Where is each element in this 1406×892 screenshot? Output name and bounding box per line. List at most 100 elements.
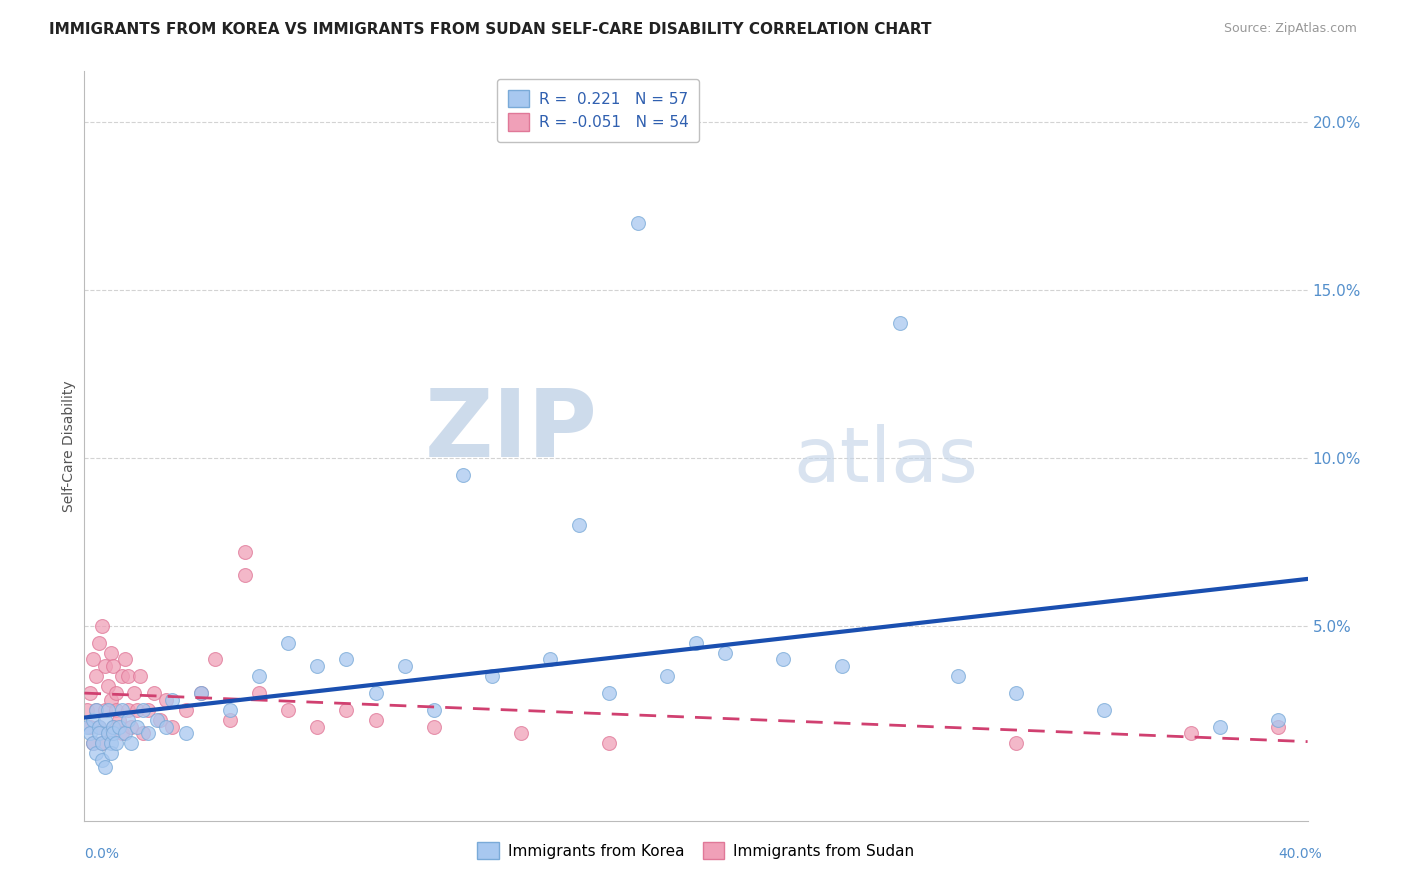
Point xyxy=(131,703,153,717)
Point xyxy=(598,736,620,750)
Point xyxy=(97,679,120,693)
Text: ZIP: ZIP xyxy=(425,385,598,477)
Point xyxy=(117,703,139,717)
Text: 40.0%: 40.0% xyxy=(1278,847,1322,861)
Point xyxy=(117,713,139,727)
Point xyxy=(90,736,112,750)
Point xyxy=(277,703,299,717)
Point xyxy=(481,669,503,683)
Point xyxy=(219,713,242,727)
Point xyxy=(233,545,256,559)
Point xyxy=(120,720,142,734)
Point xyxy=(76,720,98,734)
Point xyxy=(93,703,115,717)
Point xyxy=(90,736,112,750)
Point xyxy=(79,720,101,734)
Point xyxy=(247,686,270,700)
Point xyxy=(76,703,98,717)
Point xyxy=(655,669,678,683)
Point xyxy=(105,736,128,750)
Point xyxy=(82,736,104,750)
Point xyxy=(423,720,446,734)
Point xyxy=(138,726,160,740)
Point xyxy=(204,652,226,666)
Point xyxy=(79,726,101,740)
Point xyxy=(93,659,115,673)
Point xyxy=(160,692,183,706)
Text: 0.0%: 0.0% xyxy=(84,847,120,861)
Point xyxy=(160,720,183,734)
Point xyxy=(190,686,212,700)
Text: IMMIGRANTS FROM KOREA VS IMMIGRANTS FROM SUDAN SELF-CARE DISABILITY CORRELATION : IMMIGRANTS FROM KOREA VS IMMIGRANTS FROM… xyxy=(49,22,932,37)
Point xyxy=(1180,726,1202,740)
Point xyxy=(103,720,125,734)
Point xyxy=(105,703,128,717)
Point xyxy=(143,686,166,700)
Point xyxy=(451,467,474,482)
Point xyxy=(138,703,160,717)
Point xyxy=(714,646,737,660)
Point xyxy=(93,713,115,727)
Point xyxy=(103,659,125,673)
Point xyxy=(82,652,104,666)
Point xyxy=(394,659,416,673)
Point xyxy=(423,703,446,717)
Point xyxy=(510,726,533,740)
Point xyxy=(889,317,911,331)
Point xyxy=(155,720,177,734)
Point xyxy=(1267,720,1289,734)
Point xyxy=(103,720,125,734)
Point xyxy=(685,635,707,649)
Point xyxy=(93,760,115,774)
Point xyxy=(100,747,122,761)
Point xyxy=(84,703,107,717)
Point xyxy=(772,652,794,666)
Point xyxy=(1267,713,1289,727)
Point xyxy=(627,216,650,230)
Point xyxy=(568,518,591,533)
Point xyxy=(108,720,131,734)
Point xyxy=(233,568,256,582)
Point xyxy=(87,720,110,734)
Text: atlas: atlas xyxy=(794,424,979,498)
Point xyxy=(190,686,212,700)
Point xyxy=(87,726,110,740)
Point xyxy=(146,713,169,727)
Point xyxy=(82,736,104,750)
Point xyxy=(335,652,357,666)
Point xyxy=(120,736,142,750)
Point xyxy=(100,692,122,706)
Point xyxy=(87,635,110,649)
Point xyxy=(100,646,122,660)
Point xyxy=(598,686,620,700)
Point xyxy=(946,669,969,683)
Point xyxy=(90,753,112,767)
Point xyxy=(174,726,197,740)
Point xyxy=(364,686,387,700)
Text: Source: ZipAtlas.com: Source: ZipAtlas.com xyxy=(1223,22,1357,36)
Point xyxy=(114,652,136,666)
Point xyxy=(84,703,107,717)
Point xyxy=(149,713,172,727)
Point xyxy=(103,726,125,740)
Point xyxy=(117,669,139,683)
Point xyxy=(277,635,299,649)
Point xyxy=(247,669,270,683)
Point xyxy=(122,686,145,700)
Point xyxy=(125,720,148,734)
Point xyxy=(174,703,197,717)
Point xyxy=(155,692,177,706)
Point xyxy=(84,747,107,761)
Point xyxy=(114,726,136,740)
Point xyxy=(538,652,561,666)
Point xyxy=(111,669,134,683)
Point xyxy=(125,703,148,717)
Y-axis label: Self-Care Disability: Self-Care Disability xyxy=(62,380,76,512)
Point xyxy=(100,736,122,750)
Point xyxy=(364,713,387,727)
Point xyxy=(307,659,329,673)
Point xyxy=(219,703,242,717)
Point xyxy=(108,713,131,727)
Point xyxy=(97,726,120,740)
Point xyxy=(82,713,104,727)
